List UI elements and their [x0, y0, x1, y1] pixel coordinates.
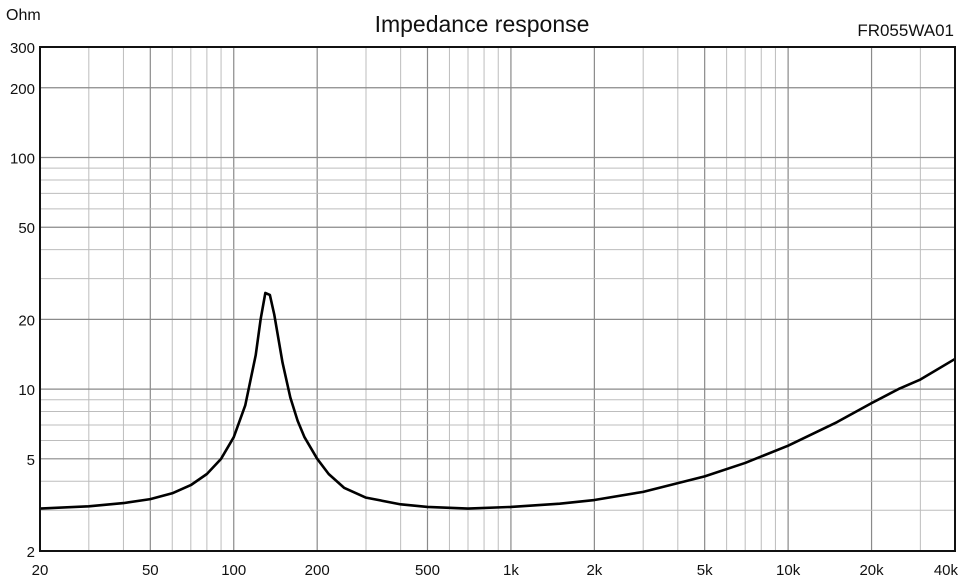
- plot-frame: [39, 46, 956, 552]
- y-axis-unit-label: Ohm: [6, 7, 41, 24]
- y-tick-label: 200: [10, 81, 35, 98]
- x-tick-label: 20k: [859, 562, 884, 579]
- y-tick-label: 20: [18, 312, 35, 329]
- y-tick-label: 50: [18, 220, 35, 237]
- x-tick-label: 5k: [697, 562, 713, 579]
- y-tick-label: 5: [27, 452, 35, 469]
- x-tick-label: 40k: [934, 562, 959, 579]
- y-tick-label: 300: [10, 40, 35, 57]
- impedance-curve: [39, 291, 956, 510]
- x-tick-label: 2k: [586, 562, 602, 579]
- grid-lines: [39, 46, 956, 552]
- x-tick-label: 10k: [776, 562, 801, 579]
- chart-title: Impedance response: [375, 11, 590, 37]
- y-tick-labels: 2 5 10 20 50 100 200 300: [10, 40, 35, 561]
- y-tick-label: 10: [18, 382, 35, 399]
- x-tick-label: 20: [32, 562, 49, 579]
- y-tick-label: 2: [27, 544, 35, 561]
- x-tick-label: 1k: [503, 562, 519, 579]
- x-tick-label: 200: [305, 562, 330, 579]
- x-tick-label: 500: [415, 562, 440, 579]
- x-tick-label: 50: [142, 562, 159, 579]
- x-tick-labels: 20 50 100 200 500 1k 2k 5k 10k 20k 40k: [32, 562, 959, 579]
- model-label: FR055WA01: [857, 21, 954, 40]
- x-tick-label: 100: [221, 562, 246, 579]
- y-tick-label: 100: [10, 151, 35, 168]
